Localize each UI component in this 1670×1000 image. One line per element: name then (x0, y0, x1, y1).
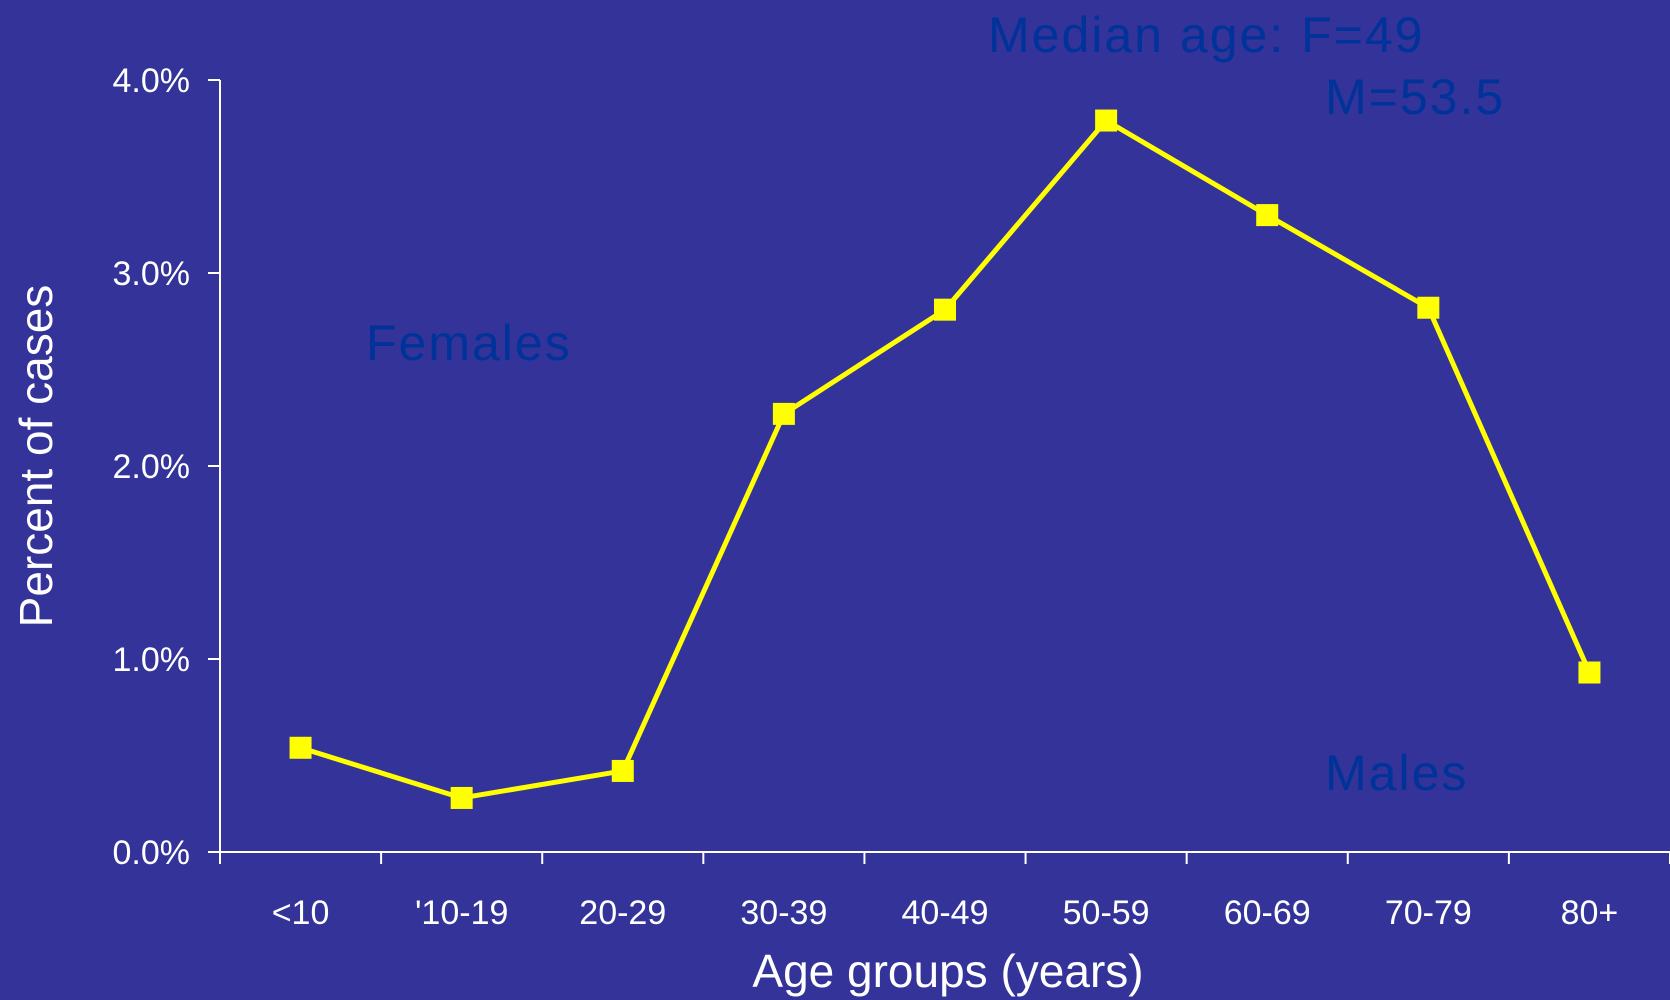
data-point (1417, 296, 1440, 319)
median-age-annotation-line2: M=53.5 (1325, 69, 1505, 125)
series-line-group (289, 109, 1601, 809)
y-tick-label: 0.0% (113, 834, 191, 872)
x-tick-label: 60-69 (1224, 894, 1311, 932)
data-point (1578, 661, 1601, 684)
x-axis-ticks: <10 '10-19 20-29 30-39 40-49 50-59 60-69 70-79 8… (219, 852, 1670, 932)
y-tick-label: 4.0% (113, 62, 191, 100)
x-tick-label: 20-29 (579, 894, 666, 932)
data-point (934, 298, 956, 321)
y-axis-ticks: 0.0% 1.0% 2.0% 3.0% 4.0% (113, 62, 220, 872)
data-point (450, 786, 473, 809)
data-point (289, 736, 312, 759)
y-axis-title: Percent of cases (10, 285, 62, 628)
x-tick-label: 30-39 (740, 894, 827, 932)
x-axis-title: Age groups (years) (752, 945, 1143, 997)
data-point (611, 759, 634, 782)
x-tick-label: '10-19 (415, 894, 508, 932)
x-tick-label: 40-49 (902, 894, 989, 932)
females-label: Females (366, 315, 572, 371)
median-age-annotation-line1: Median age: F=49 (988, 7, 1424, 63)
data-point (772, 402, 795, 425)
x-tick-label: <10 (272, 894, 330, 932)
y-tick-label: 1.0% (113, 641, 191, 679)
series-line (299, 117, 1592, 801)
x-tick-label: 50-59 (1063, 894, 1150, 932)
data-point (1256, 204, 1279, 227)
y-tick-label: 2.0% (113, 448, 191, 486)
males-label: Males (1325, 745, 1468, 801)
x-tick-label: 80+ (1561, 894, 1619, 932)
data-point (1095, 109, 1118, 132)
x-tick-label: 70-79 (1385, 894, 1472, 932)
y-tick-label: 3.0% (113, 255, 191, 293)
